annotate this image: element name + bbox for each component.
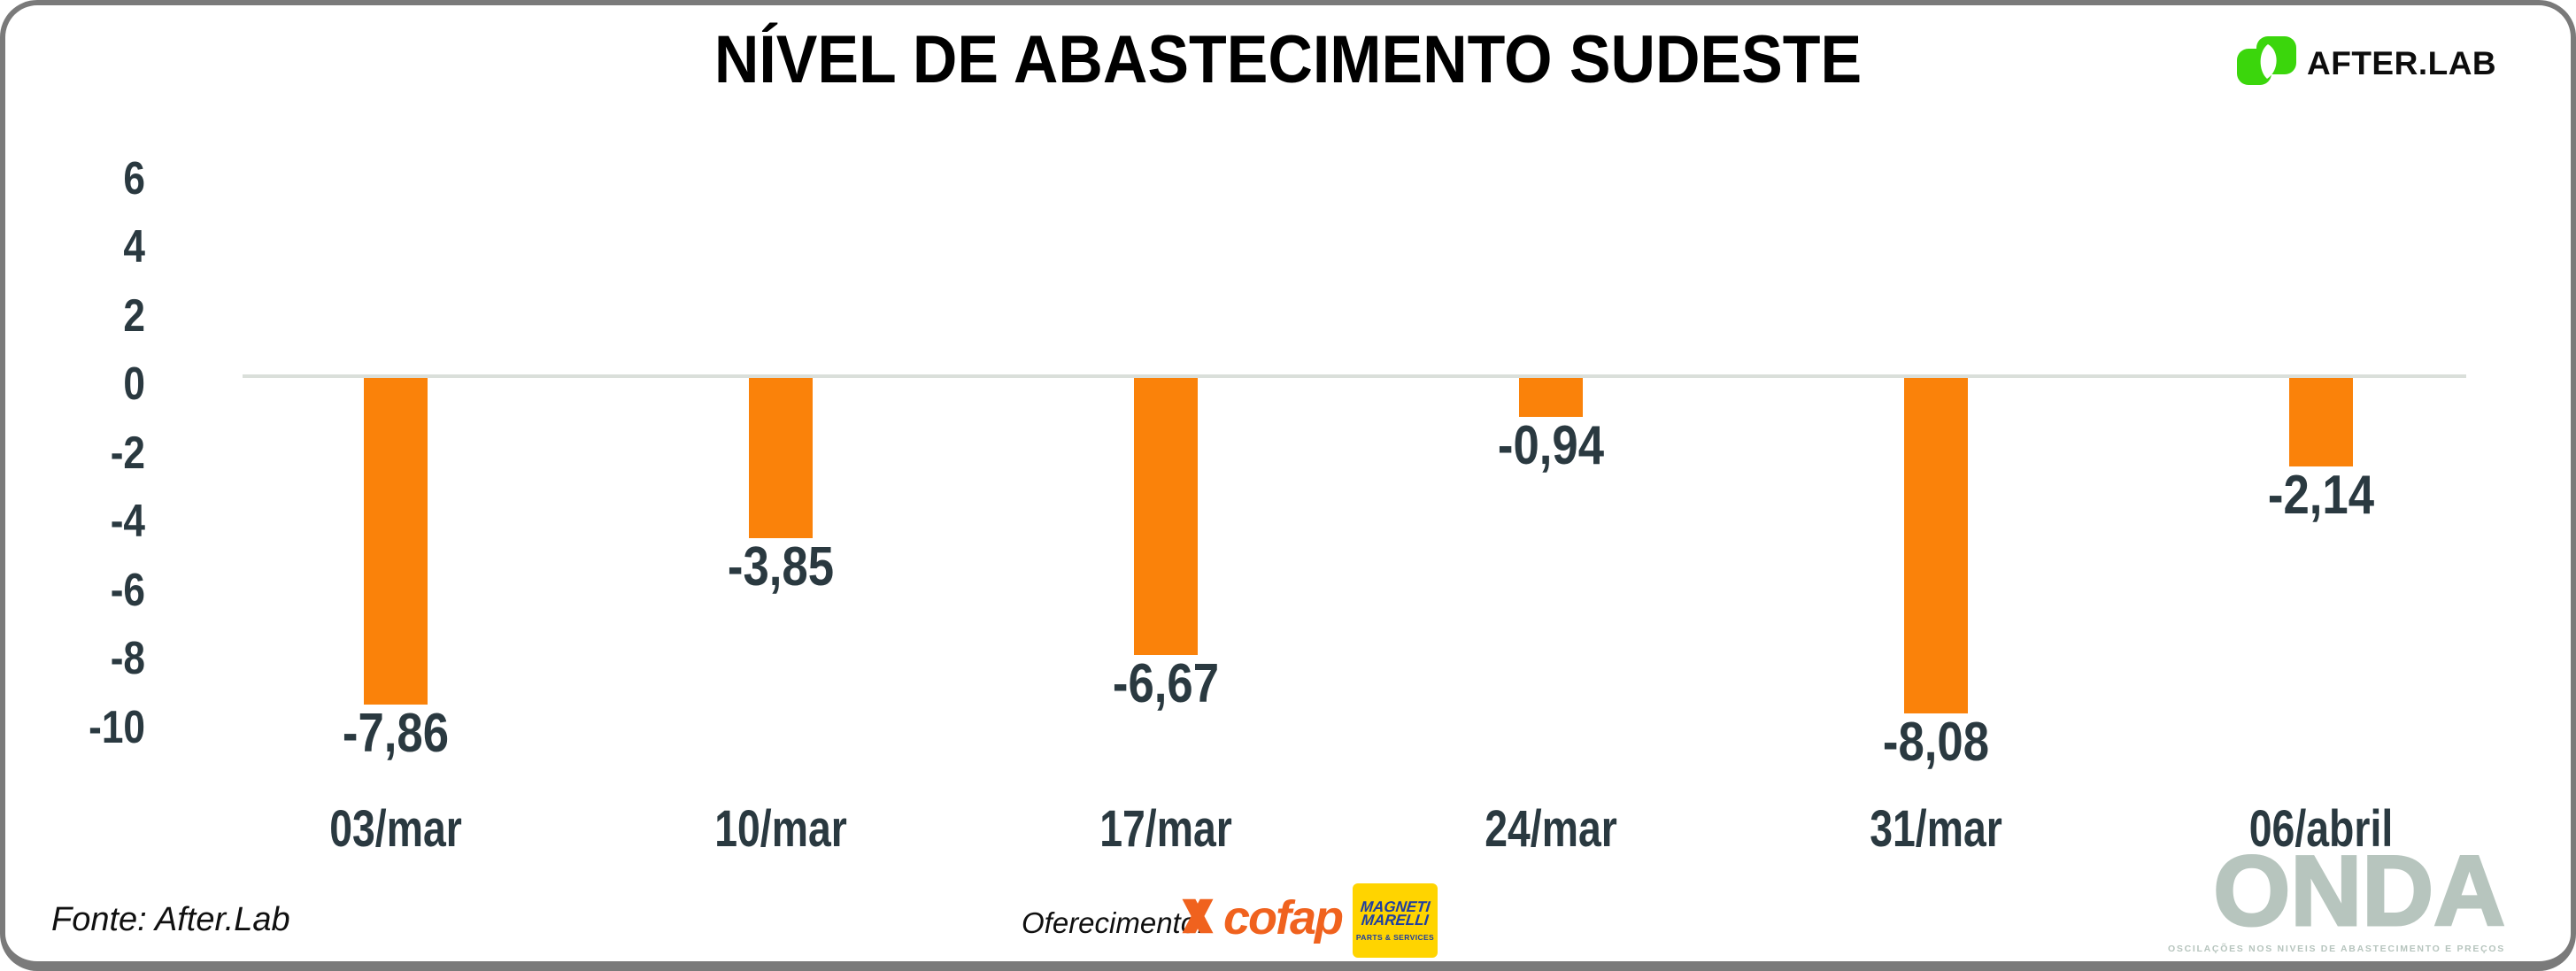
sponsorship-label: Oferecimento: bbox=[1022, 906, 1206, 939]
x-axis-label: 24/mar bbox=[1485, 800, 1617, 858]
bar bbox=[1519, 378, 1583, 418]
x-axis-label: 31/mar bbox=[1870, 800, 2002, 858]
zero-gridline bbox=[243, 374, 2466, 378]
source-text: Fonte: After.Lab bbox=[51, 901, 290, 938]
x-axis-label: 17/mar bbox=[1099, 800, 1232, 858]
x-axis-label: 03/mar bbox=[329, 800, 462, 858]
bar-value-label: -3,85 bbox=[727, 536, 835, 597]
afterlab-logo: AFTER.LAB bbox=[2236, 35, 2496, 91]
bar bbox=[1134, 378, 1198, 655]
magneti-marelli-line2: MARELLI bbox=[1361, 911, 1430, 929]
y-axis-tick-label: -8 bbox=[110, 633, 145, 684]
y-axis-tick-label: 6 bbox=[123, 152, 145, 204]
bar-value-label: -0,94 bbox=[1497, 415, 1605, 477]
y-axis-tick-label: 0 bbox=[123, 358, 145, 410]
y-axis-tick-label: 4 bbox=[123, 221, 145, 273]
y-axis-tick-label: 2 bbox=[123, 289, 145, 342]
afterlab-wordmark: AFTER.LAB bbox=[2307, 44, 2497, 81]
bar-value-label: -7,86 bbox=[342, 702, 450, 764]
y-axis-tick-label: -4 bbox=[110, 496, 145, 547]
onda-watermark: ONDA bbox=[2212, 836, 2507, 946]
magneti-marelli-subtitle: PARTS & SERVICES bbox=[1355, 932, 1435, 942]
cofap-logo: cofap bbox=[1179, 891, 1344, 944]
bar bbox=[749, 378, 813, 538]
afterlab-leaf-icon bbox=[2236, 35, 2298, 91]
x-axis-label: 06/abril bbox=[2248, 800, 2394, 858]
bar-value-label: -2,14 bbox=[2267, 465, 2375, 527]
bar bbox=[2289, 378, 2353, 467]
y-axis-tick-label: -2 bbox=[110, 427, 145, 479]
cofap-chevron-icon bbox=[1179, 895, 1216, 942]
y-axis-tick-label: -10 bbox=[89, 701, 145, 753]
x-axis-label: 10/mar bbox=[714, 800, 847, 858]
chart-title: NÍVEL DE ABASTECIMENTO SUDESTE bbox=[713, 22, 1863, 97]
bar bbox=[1904, 378, 1968, 713]
y-axis-tick-label: -6 bbox=[110, 564, 145, 616]
bar-value-label: -8,08 bbox=[1882, 711, 1990, 773]
cofap-wordmark: cofap bbox=[1223, 891, 1344, 944]
onda-tagline: OSCILAÇÕES NOS NIVEIS DE ABASTECIMENTO E… bbox=[2168, 944, 2505, 954]
magneti-marelli-logo: MAGNETI MARELLI PARTS & SERVICES bbox=[1353, 883, 1438, 958]
bar-value-label: -6,67 bbox=[1112, 652, 1220, 714]
bar bbox=[364, 378, 428, 705]
